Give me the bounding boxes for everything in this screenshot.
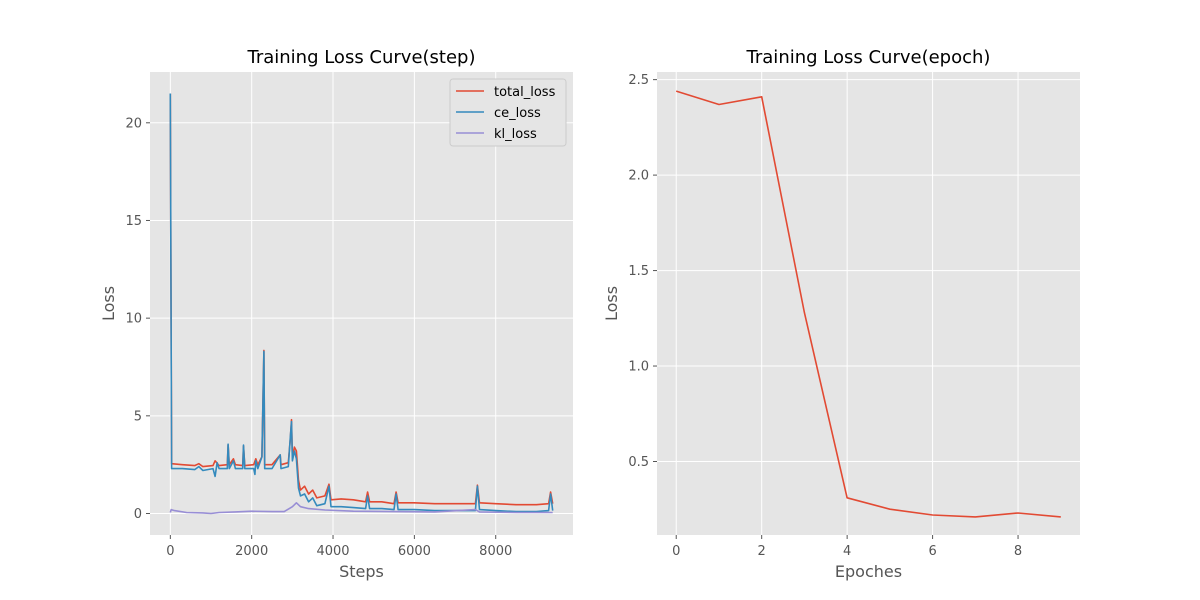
y-tick-label: 5 xyxy=(134,409,142,424)
chart-epoch: 0 2 4 6 8 0.5 1.0 1.5 2.0 2.5 Training Loss Curve… xyxy=(602,47,1080,581)
x-tick-label: 6 xyxy=(928,544,936,559)
plot-area-epoch xyxy=(657,72,1080,535)
legend-label-kl-loss: kl_loss xyxy=(494,127,537,142)
y-tick-label: 0.5 xyxy=(628,455,649,470)
line-step-kl-loss xyxy=(169,502,553,515)
chart-step: 0 2000 4000 6000 8000 0 5 10 15 20 Training Loss … xyxy=(99,47,573,581)
series-lines-epoch xyxy=(675,90,1061,518)
ticks-epoch: 0 2 4 6 8 0.5 1.0 1.5 2.0 2.5 xyxy=(628,73,1022,559)
plot-area-step xyxy=(150,72,573,535)
line-step-ce-loss xyxy=(169,93,554,513)
x-tick-label: 8 xyxy=(1014,544,1022,559)
line-epoch-series-0 xyxy=(675,90,1061,518)
chart-title-step: Training Loss Curve(step) xyxy=(246,47,475,68)
y-tick-label: 20 xyxy=(125,116,142,131)
y-tick-label: 1.5 xyxy=(628,264,649,279)
y-axis-label-step: Loss xyxy=(99,286,118,321)
y-tick-label: 1.0 xyxy=(628,360,649,375)
legend-box xyxy=(449,78,567,147)
grid-epoch xyxy=(657,72,1080,535)
x-tick-label: 0 xyxy=(672,544,680,559)
x-tick-label: 4000 xyxy=(316,544,349,559)
x-axis-label-step: Steps xyxy=(339,562,384,581)
x-tick-label: 2 xyxy=(758,544,766,559)
y-axis-label-epoch: Loss xyxy=(602,286,621,321)
legend-label-ce-loss: ce_loss xyxy=(494,106,541,121)
y-tick-label: 2.0 xyxy=(628,169,649,184)
x-tick-label: 0 xyxy=(166,544,174,559)
y-tick-label: 10 xyxy=(125,312,142,327)
y-tick-label: 2.5 xyxy=(628,73,649,88)
y-tick-label: 0 xyxy=(134,507,142,522)
legend-label-total-loss: total_loss xyxy=(494,85,556,100)
ticks-step: 0 2000 4000 6000 8000 0 5 10 15 20 xyxy=(125,116,512,559)
chart-title-epoch: Training Loss Curve(epoch) xyxy=(746,47,991,68)
x-tick-label: 8000 xyxy=(479,544,512,559)
legend: total_loss ce_loss kl_loss xyxy=(449,78,567,147)
x-tick-label: 6000 xyxy=(398,544,431,559)
x-tick-label: 4 xyxy=(843,544,851,559)
y-tick-label: 15 xyxy=(125,214,142,229)
x-axis-label-epoch: Epoches xyxy=(835,562,902,581)
x-tick-label: 2000 xyxy=(235,544,268,559)
series-lines-step xyxy=(169,93,554,515)
